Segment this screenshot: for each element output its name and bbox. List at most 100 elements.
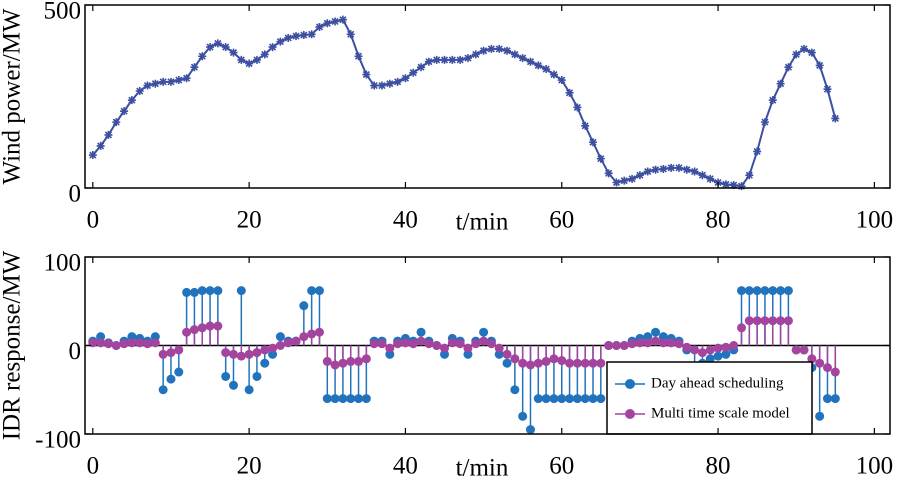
stem-marker <box>455 339 465 349</box>
stem-marker <box>713 351 723 361</box>
star-marker <box>760 118 769 127</box>
stem-marker <box>236 351 246 361</box>
stem-marker <box>307 286 317 296</box>
stem-marker <box>385 343 395 353</box>
star-marker <box>549 70 558 79</box>
stem-marker <box>228 349 238 359</box>
star-marker <box>729 181 738 190</box>
stem-marker <box>440 349 450 359</box>
star-marker <box>456 55 465 64</box>
stem-marker <box>658 338 668 348</box>
stem-marker <box>330 360 340 370</box>
x-tick-label: 100 <box>856 453 894 480</box>
stem-marker <box>807 354 817 364</box>
x-tick-label: 20 <box>237 453 262 480</box>
stem-marker <box>150 338 160 348</box>
stem-marker <box>174 345 184 355</box>
stem-marker <box>815 358 825 368</box>
stem-marker <box>791 345 801 355</box>
stem-marker <box>502 358 512 368</box>
stem-marker <box>275 341 285 350</box>
star-marker <box>557 76 566 85</box>
star-marker <box>628 174 637 183</box>
legend-label: Day ahead scheduling <box>651 375 784 391</box>
stem-marker <box>111 341 121 350</box>
stem-marker <box>799 345 809 355</box>
stem-marker <box>729 341 739 350</box>
stem-marker <box>541 356 551 366</box>
stem-marker <box>518 411 528 421</box>
star-marker <box>659 164 668 173</box>
y-axis-label: Wind power/MW <box>0 8 26 184</box>
stem-marker <box>314 286 324 296</box>
stem-marker <box>96 338 106 348</box>
star-marker <box>596 154 605 163</box>
stem-marker <box>596 394 606 404</box>
stem-marker <box>400 338 410 348</box>
stem-marker <box>494 343 504 353</box>
star-marker <box>690 167 699 176</box>
stem-marker <box>580 394 590 404</box>
star-marker <box>393 77 402 86</box>
stem-marker <box>635 338 645 348</box>
stem-marker <box>314 327 324 337</box>
star-marker <box>331 17 340 26</box>
stem-marker <box>549 354 559 364</box>
stem-marker <box>737 323 747 333</box>
stem-marker <box>533 394 543 404</box>
star-marker <box>526 57 535 66</box>
stem-marker <box>690 345 700 355</box>
star-marker <box>573 103 582 112</box>
star-marker <box>88 151 97 160</box>
stem-marker <box>119 339 129 349</box>
stem-marker <box>346 356 356 366</box>
star-marker <box>674 163 683 172</box>
stem-marker <box>354 356 364 366</box>
star-marker <box>284 33 293 42</box>
stem-marker <box>760 316 770 326</box>
star-marker <box>260 50 269 59</box>
star-marker <box>362 70 371 79</box>
star-marker <box>292 32 301 41</box>
stem-marker <box>299 332 309 342</box>
stem-marker <box>103 339 113 349</box>
stem-marker <box>322 394 332 404</box>
star-marker <box>487 44 496 53</box>
star-marker <box>792 50 801 59</box>
star-marker <box>338 15 347 24</box>
stem-marker <box>682 342 692 352</box>
star-marker <box>479 46 488 55</box>
stem-marker <box>525 360 535 370</box>
stem-marker <box>518 358 528 368</box>
stem-marker <box>189 287 199 297</box>
star-marker <box>354 52 363 61</box>
star-marker <box>745 171 754 180</box>
star-marker <box>151 79 160 88</box>
stem-marker <box>768 286 778 296</box>
star-marker <box>800 44 809 53</box>
star-marker <box>174 76 183 85</box>
legend-marker <box>625 379 635 389</box>
stem-marker <box>604 341 614 350</box>
stem-marker <box>557 356 567 366</box>
stem-marker <box>338 394 348 404</box>
stem-marker <box>557 394 567 404</box>
stem-marker <box>213 286 223 296</box>
stem-marker <box>580 358 590 368</box>
stem-marker <box>783 286 793 296</box>
stem-marker <box>768 316 778 326</box>
x-tick-label: 20 <box>237 207 262 234</box>
stem-marker <box>705 354 715 364</box>
stem-marker <box>588 394 598 404</box>
x-tick-label: 100 <box>856 207 894 234</box>
star-marker <box>518 54 527 63</box>
stem-marker <box>338 358 348 368</box>
stem-marker <box>651 336 661 346</box>
star-marker <box>245 59 254 68</box>
stem-marker <box>244 349 254 359</box>
x-tick-label: 0 <box>87 207 100 234</box>
stem-marker <box>549 394 559 404</box>
star-marker <box>182 74 191 83</box>
stem-marker <box>486 339 496 349</box>
star-marker <box>463 54 472 63</box>
